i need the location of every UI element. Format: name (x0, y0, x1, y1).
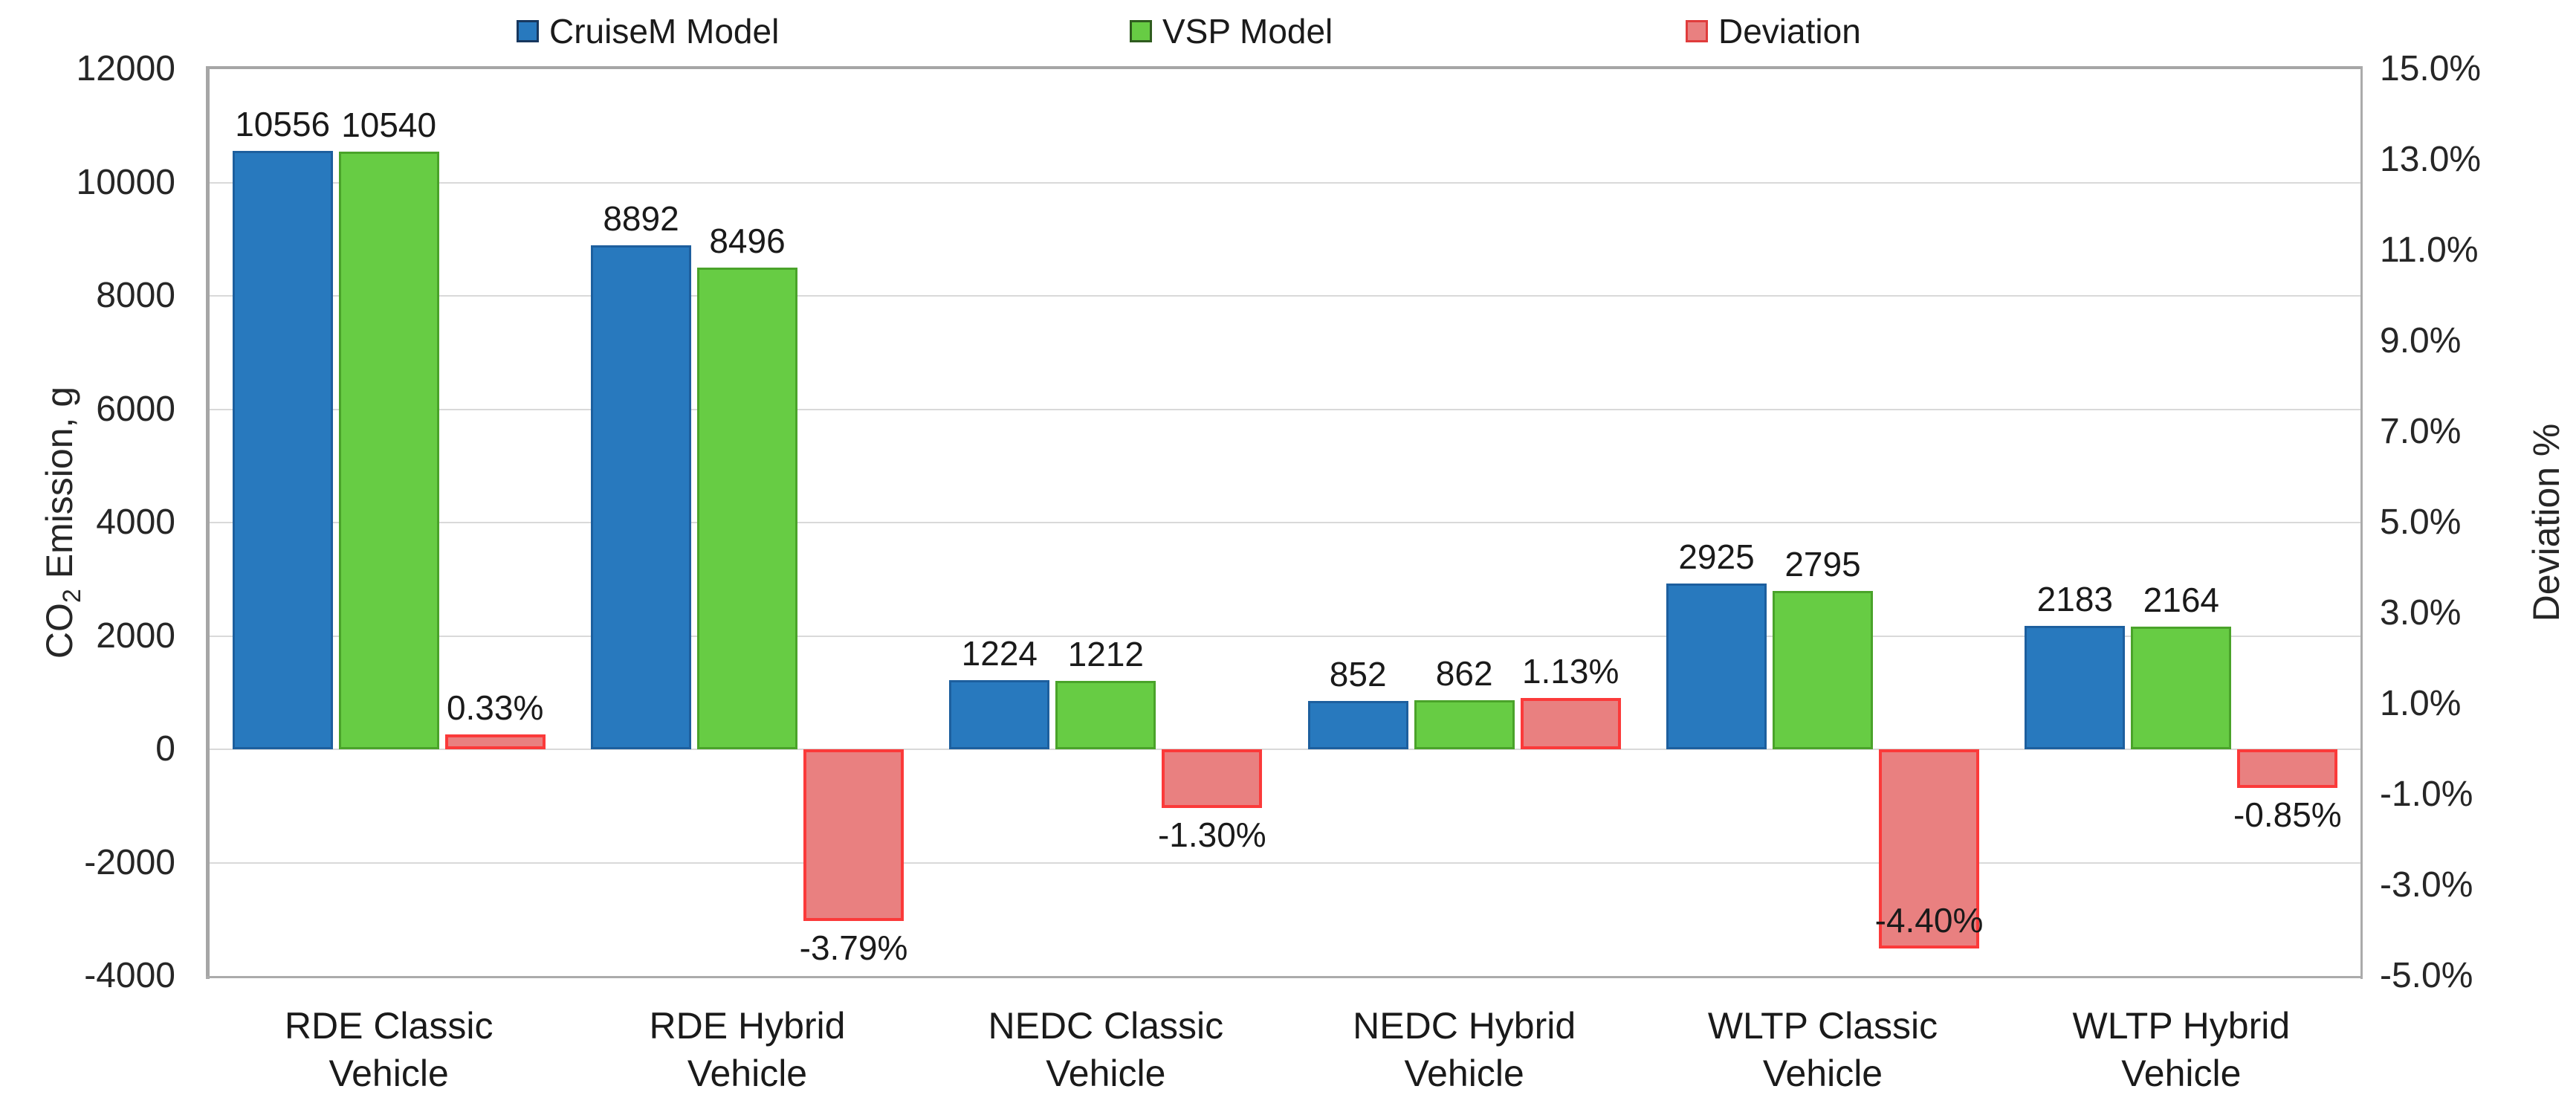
legend-item-cruisem-model: CruiseM Model (517, 9, 779, 54)
bar-value-label-vsp-model-nedc-hybrid-vehicle: 862 (1435, 654, 1493, 694)
y-axis-left-tick-label: 10000 (76, 162, 175, 202)
gridline (210, 295, 2360, 297)
x-axis-category-label-line: RDE Classic (284, 1005, 493, 1047)
x-axis-category-label: NEDC Classic Vehicle (926, 1002, 1286, 1097)
x-axis-category-label: WLTP Classic Vehicle (1643, 1002, 2003, 1097)
legend-swatch-cruisem-model (517, 20, 539, 42)
bar-deviation-wltp-hybrid-vehicle (2237, 749, 2338, 788)
bar-cruisem-model-rde-classic-vehicle (232, 151, 333, 749)
bar-vsp-model-wltp-hybrid-vehicle (2131, 626, 2232, 749)
bar-cruisem-model-wltp-hybrid-vehicle (2025, 625, 2126, 749)
legend-item-vsp-model: VSP Model (1130, 9, 1333, 54)
y-axis-right-tick-label: 5.0% (2380, 502, 2462, 542)
y-axis-right-tick-label: 9.0% (2380, 321, 2462, 361)
gridline (210, 181, 2360, 184)
bar-value-label-cruisem-model-wltp-classic-vehicle: 2925 (1678, 537, 1755, 576)
bar-value-label-deviation-nedc-hybrid-vehicle: 1.13% (1521, 652, 1619, 691)
bar-value-label-cruisem-model-rde-hybrid-vehicle: 8892 (603, 198, 679, 238)
bar-value-label-deviation-wltp-hybrid-vehicle: -0.85% (2233, 795, 2342, 834)
y-axis-right-tick-label: 15.0% (2380, 49, 2482, 88)
y-axis-left-tick-label: -4000 (84, 956, 175, 995)
x-axis-category-label-line: RDE Hybrid (649, 1005, 846, 1047)
plot-border-top (206, 66, 2363, 69)
bar-value-label-vsp-model-rde-classic-vehicle: 10540 (341, 106, 437, 145)
bar-deviation-rde-hybrid-vehicle (803, 749, 904, 922)
x-axis-category-label-line: Vehicle (329, 1053, 449, 1094)
bar-vsp-model-nedc-hybrid-vehicle (1414, 700, 1515, 749)
legend-swatch-vsp-model (1130, 20, 1152, 42)
y-axis-right-tick-label: 13.0% (2380, 140, 2482, 179)
x-axis-category-label-line: Vehicle (2121, 1053, 2242, 1094)
legend-label-deviation: Deviation (1718, 12, 1861, 51)
y-axis-left-tick-label: 6000 (96, 389, 175, 429)
y-axis-right-tick-label: 7.0% (2380, 412, 2462, 451)
bar-value-label-cruisem-model-nedc-classic-vehicle: 1224 (961, 633, 1038, 673)
y-axis-right-tick-label: -1.0% (2380, 775, 2473, 814)
bar-value-label-vsp-model-rde-hybrid-vehicle: 8496 (709, 222, 786, 261)
legend-item-deviation: Deviation (1686, 9, 1861, 54)
bar-value-label-deviation-wltp-classic-vehicle: -4.40% (1874, 901, 1984, 940)
legend-swatch-deviation (1686, 20, 1708, 42)
bar-deviation-wltp-classic-vehicle (1879, 749, 1979, 949)
gridline (210, 635, 2360, 637)
bar-value-label-deviation-rde-classic-vehicle: 0.33% (446, 688, 544, 727)
bar-cruisem-model-rde-hybrid-vehicle (591, 245, 691, 749)
plot-border-bottom (206, 976, 2363, 978)
y-axis-right-tick-label: -5.0% (2380, 956, 2473, 995)
x-axis-category-label-line: Vehicle (1762, 1053, 1883, 1094)
y-axis-left-tick-label: 12000 (76, 49, 175, 88)
y-axis-right-tick-label: 1.0% (2380, 684, 2462, 723)
bar-vsp-model-rde-hybrid-vehicle (697, 268, 797, 749)
legend-label-vsp-model: VSP Model (1162, 12, 1333, 51)
bar-cruisem-model-wltp-classic-vehicle (1666, 583, 1767, 749)
x-axis-category-label-line: WLTP Classic (1707, 1005, 1938, 1047)
bar-value-label-vsp-model-wltp-classic-vehicle: 2795 (1784, 544, 1861, 584)
y-axis-left-tick-label: -2000 (84, 842, 175, 882)
bar-value-label-deviation-rde-hybrid-vehicle: -3.79% (799, 928, 908, 968)
plot-border-left (206, 66, 210, 979)
bar-value-label-vsp-model-nedc-classic-vehicle: 1212 (1067, 634, 1144, 673)
gridline (210, 522, 2360, 523)
bar-value-label-deviation-nedc-classic-vehicle: -1.30% (1157, 815, 1266, 855)
plot-area: 10556 10540 0.33% 8892 8496 -3.79% 1224 1212 -1.… (206, 66, 2363, 979)
x-axis-category-label-line: NEDC Classic (988, 1005, 1224, 1047)
x-axis-category-label: RDE Hybrid Vehicle (568, 1002, 928, 1097)
x-axis-category-label: NEDC Hybrid Vehicle (1284, 1002, 1644, 1097)
gridline (210, 408, 2360, 410)
bar-vsp-model-nedc-classic-vehicle (1055, 680, 1156, 749)
x-axis-category-label-line: Vehicle (1404, 1053, 1524, 1094)
y-axis-left-tick-label: 0 (155, 729, 175, 769)
x-axis-category-label-line: Vehicle (1046, 1053, 1166, 1094)
x-axis-category-label-line: Vehicle (687, 1053, 808, 1094)
bar-value-label-vsp-model-wltp-hybrid-vehicle: 2164 (2143, 580, 2219, 619)
bar-value-label-cruisem-model-rde-classic-vehicle: 10556 (235, 105, 331, 144)
legend-label-cruisem-model: CruiseM Model (549, 12, 780, 51)
bar-value-label-cruisem-model-nedc-hybrid-vehicle: 852 (1329, 655, 1387, 694)
y-axis-left-tick-label: 4000 (96, 502, 175, 542)
y-axis-right-tick-label: 11.0% (2380, 230, 2479, 270)
x-axis-category-label: RDE Classic Vehicle (209, 1002, 569, 1097)
bar-cruisem-model-nedc-hybrid-vehicle (1307, 701, 1408, 749)
plot-border-right (2360, 66, 2363, 979)
y-axis-right-tick-label: -3.0% (2380, 865, 2473, 905)
y-axis-left-tick-label: 2000 (96, 615, 175, 656)
bar-vsp-model-wltp-classic-vehicle (1773, 590, 1873, 749)
bar-deviation-nedc-hybrid-vehicle (1520, 698, 1621, 749)
x-axis-category-label: WLTP Hybrid Vehicle (2001, 1002, 2361, 1097)
y-axis-right-tick-label: 3.0% (2380, 593, 2462, 633)
bar-deviation-nedc-classic-vehicle (1162, 749, 1263, 809)
bar-vsp-model-rde-classic-vehicle (338, 152, 439, 749)
x-axis-category-label-line: WLTP Hybrid (2072, 1005, 2291, 1047)
bar-value-label-cruisem-model-wltp-hybrid-vehicle: 2183 (2036, 579, 2113, 618)
gridline (210, 749, 2360, 750)
gridline (210, 862, 2360, 864)
bar-cruisem-model-nedc-classic-vehicle (949, 679, 1050, 749)
y-axis-left-tick-label: 8000 (96, 276, 175, 315)
x-axis-category-label-line: NEDC Hybrid (1353, 1005, 1576, 1047)
bar-deviation-rde-classic-vehicle (444, 734, 546, 749)
